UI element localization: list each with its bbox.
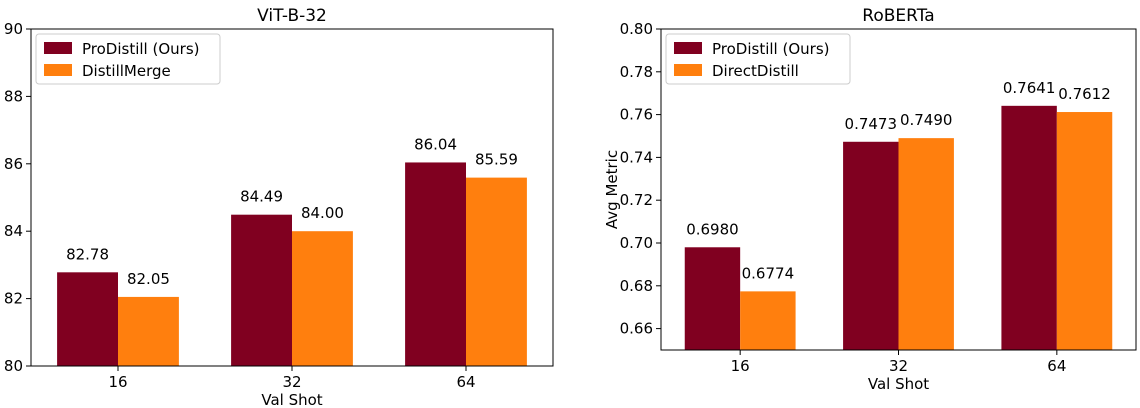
data-label-panel1-series0-cat2: 0.7641 [1003, 79, 1056, 97]
chart-title-0: ViT-B-32 [257, 6, 327, 26]
bar-panel0-series0-cat1 [231, 214, 292, 366]
y-tick-label-1-3: 0.72 [620, 191, 653, 209]
legend-label-0-1: DistillMerge [82, 62, 171, 80]
data-label-panel0-series1-cat2: 85.59 [475, 151, 518, 169]
legend-swatch-0-1 [44, 64, 72, 76]
legend-label-1-0: ProDistill (Ours) [712, 40, 829, 58]
bar-panel0-series1-cat2 [466, 177, 527, 366]
data-label-panel1-series1-cat1: 0.7490 [900, 111, 953, 129]
y-tick-label-1-7: 0.80 [620, 20, 653, 38]
data-label-panel0-series0-cat0: 82.78 [66, 245, 109, 263]
legend-label-0-0: ProDistill (Ours) [82, 40, 199, 58]
y-tick-label-0-3: 86 [4, 155, 23, 173]
bar-panel1-series1-cat2 [1056, 112, 1113, 350]
bar-panel0-series1-cat0 [118, 296, 179, 366]
y-tick-label-1-0: 0.66 [620, 320, 653, 338]
bar-panel1-series0-cat0 [684, 247, 741, 350]
bar-panel1-series1-cat1 [898, 138, 954, 350]
legend-label-1-1: DirectDistill [712, 62, 799, 80]
data-label-panel0-series0-cat1: 84.49 [240, 188, 283, 206]
y-tick-label-1-1: 0.68 [620, 277, 653, 295]
x-axis-label-1: Val Shot [868, 375, 929, 393]
legend-swatch-0-0 [44, 42, 72, 54]
bar-panel1-series1-cat0 [740, 291, 796, 350]
data-label-panel0-series1-cat0: 82.05 [127, 270, 170, 288]
legend-swatch-1-0 [674, 42, 702, 54]
y-tick-label-0-4: 88 [4, 87, 23, 105]
data-label-panel1-series1-cat2: 0.7612 [1058, 85, 1111, 103]
legend-box-0 [35, 33, 221, 85]
x-tick-label-0-0: 16 [108, 373, 127, 391]
x-axis-label-0: Val Shot [261, 391, 322, 408]
data-label-panel0-series1-cat1: 84.00 [301, 204, 344, 222]
bar-panel1-series0-cat1 [843, 141, 899, 350]
data-label-panel0-series0-cat2: 86.04 [414, 135, 457, 153]
x-tick-label-1-1: 32 [889, 357, 908, 375]
y-tick-label-0-0: 80 [4, 357, 23, 375]
y-tick-label-1-6: 0.78 [620, 63, 653, 81]
bar-panel0-series0-cat2 [405, 162, 466, 366]
data-label-panel1-series0-cat1: 0.7473 [845, 115, 898, 133]
x-tick-label-1-2: 64 [1047, 357, 1066, 375]
y-axis-label-1: Avg Metric [603, 150, 621, 229]
y-tick-label-1-2: 0.70 [620, 234, 653, 252]
y-tick-label-0-5: 90 [4, 20, 23, 38]
y-tick-label-0-1: 82 [4, 290, 23, 308]
y-tick-label-1-4: 0.74 [620, 148, 653, 166]
x-tick-label-1-0: 16 [731, 357, 750, 375]
bar-panel0-series1-cat1 [292, 231, 353, 366]
y-tick-label-1-5: 0.76 [620, 106, 653, 124]
legend-swatch-1-1 [674, 64, 702, 76]
x-tick-label-0-1: 32 [282, 373, 301, 391]
bar-panel0-series0-cat0 [57, 272, 118, 366]
data-label-panel1-series1-cat0: 0.6774 [742, 264, 795, 282]
bar-panel1-series0-cat2 [1001, 105, 1057, 351]
data-label-panel1-series0-cat0: 0.6980 [686, 220, 739, 238]
y-tick-label-0-2: 84 [4, 222, 23, 240]
legend-box-1 [665, 33, 851, 85]
chart-title-1: RoBERTa [862, 6, 934, 26]
x-tick-label-0-2: 64 [456, 373, 475, 391]
